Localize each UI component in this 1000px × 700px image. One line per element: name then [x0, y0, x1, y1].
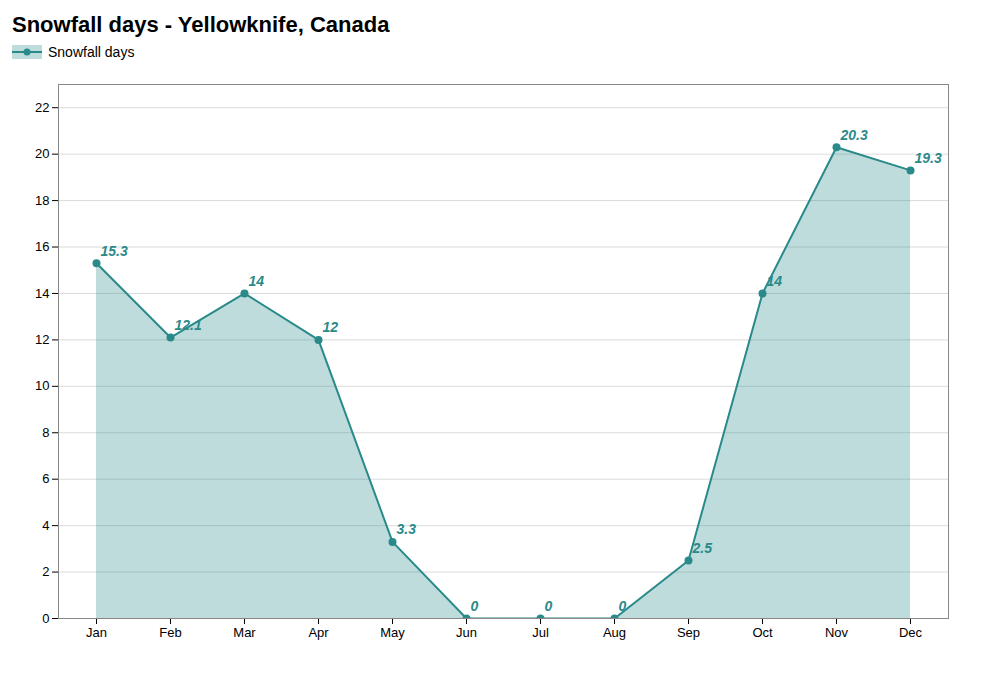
svg-text:16: 16: [35, 239, 49, 254]
svg-text:Aug: Aug: [603, 625, 626, 640]
svg-text:0: 0: [545, 598, 553, 614]
svg-text:22: 22: [35, 100, 49, 115]
svg-text:0: 0: [471, 598, 479, 614]
svg-text:Nov: Nov: [825, 625, 849, 640]
svg-text:Jul: Jul: [532, 625, 549, 640]
svg-text:12: 12: [323, 319, 339, 335]
svg-text:Apr: Apr: [308, 625, 329, 640]
svg-text:8: 8: [42, 425, 49, 440]
svg-text:Jan: Jan: [86, 625, 107, 640]
svg-text:3.3: 3.3: [397, 521, 417, 537]
svg-text:20: 20: [35, 146, 49, 161]
svg-text:Jun: Jun: [456, 625, 477, 640]
svg-text:May: May: [380, 625, 405, 640]
svg-text:14: 14: [249, 273, 265, 289]
svg-text:0: 0: [42, 611, 49, 626]
svg-text:Dec: Dec: [899, 625, 923, 640]
svg-text:Mar: Mar: [233, 625, 256, 640]
svg-text:14: 14: [35, 286, 49, 301]
svg-text:10: 10: [35, 378, 49, 393]
svg-text:12.1: 12.1: [175, 317, 202, 333]
svg-text:14: 14: [767, 273, 783, 289]
html-text:Snowfall days: Snowfall days: [48, 44, 135, 60]
svg-text:2: 2: [42, 564, 49, 579]
svg-text:Oct: Oct: [752, 625, 773, 640]
svg-text:6: 6: [42, 471, 49, 486]
svg-text:18: 18: [35, 193, 49, 208]
svg-text:19.3: 19.3: [915, 150, 942, 166]
svg-text:2.5: 2.5: [692, 540, 713, 556]
html-text:Snowfall days - Yellowknife, C: Snowfall days - Yellowknife, Canada: [12, 12, 390, 37]
svg-text:12: 12: [35, 332, 49, 347]
svg-text:20.3: 20.3: [840, 127, 868, 143]
svg-text:Feb: Feb: [159, 625, 181, 640]
svg-text:4: 4: [42, 518, 49, 533]
svg-text:Sep: Sep: [677, 625, 700, 640]
svg-text:0: 0: [619, 598, 627, 614]
svg-text:15.3: 15.3: [101, 243, 128, 259]
